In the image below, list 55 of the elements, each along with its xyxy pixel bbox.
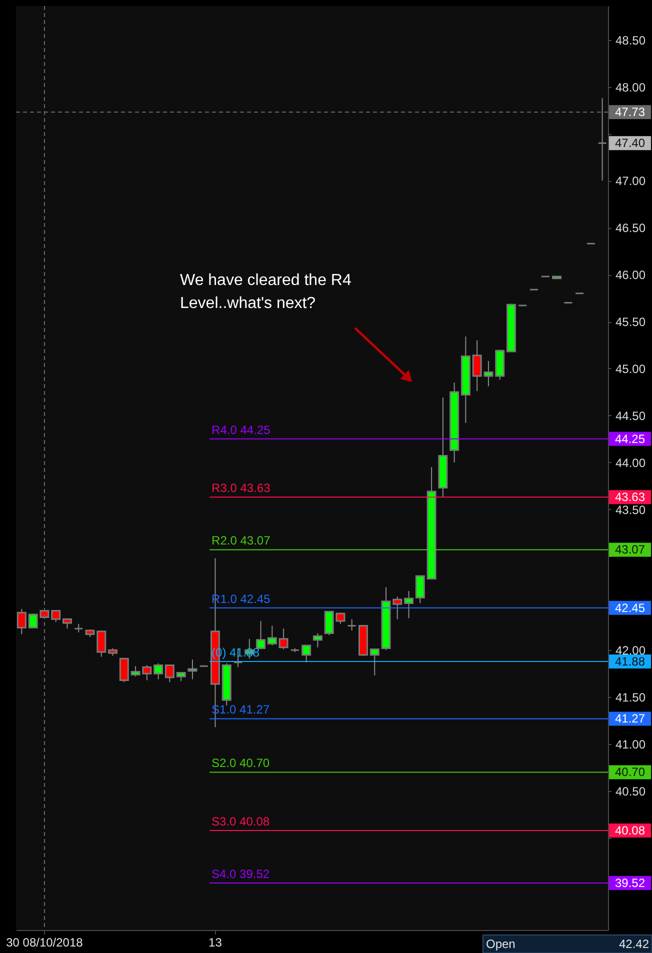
- ref-line-label: R3.0 43.63: [212, 481, 271, 496]
- annotation: 47.40: [614, 136, 646, 150]
- ref-line-label: R1.0 42.45: [212, 592, 271, 606]
- candlestick: [312, 632, 322, 648]
- y-tick-label: 40.50: [616, 784, 646, 799]
- annotation: 40.08: [614, 823, 646, 838]
- y-tick-label: 46.00: [616, 268, 646, 282]
- candlestick: [370, 648, 380, 676]
- y-tick-label: 41.50: [616, 690, 646, 705]
- candlestick: [256, 620, 266, 650]
- x-tick-label: 30 08/10/2018: [6, 936, 84, 950]
- candlestick: [96, 630, 106, 658]
- annotation: 42.45: [614, 600, 646, 615]
- ref-line-label: R2.0 43.07: [212, 534, 271, 548]
- candlestick: [16, 608, 26, 635]
- y-tick-label: 45.00: [616, 362, 646, 376]
- y-tick-label: 41.00: [616, 738, 646, 752]
- annotation: 39.52: [614, 876, 646, 890]
- ref-line-label: S4.0 39.52: [212, 867, 270, 882]
- annotation: 43.07: [614, 542, 646, 557]
- candlestick: [119, 658, 129, 683]
- text: 42.42: [618, 937, 650, 951]
- y-tick-label: 44.00: [616, 456, 646, 470]
- candlestick: [62, 618, 72, 630]
- candlestick: [164, 664, 174, 683]
- y-tick-label: 44.50: [616, 408, 646, 423]
- annotation: 44.25: [614, 432, 646, 446]
- x-tick-label: 13: [208, 936, 222, 950]
- candlestick: [267, 625, 277, 646]
- annotation: We have cleared the R4 Level..what's next?: [180, 272, 352, 312]
- candlestick: [598, 98, 608, 182]
- ref-line-label: S3.0 40.08: [212, 814, 270, 828]
- candlestick: [347, 618, 357, 631]
- ref-line-label: S2.0 40.70: [212, 756, 270, 770]
- y-tick-label: 45.50: [616, 315, 646, 330]
- candlestick: [404, 590, 414, 619]
- y-tick-label: 46.50: [616, 221, 646, 236]
- candlestick: [51, 610, 61, 622]
- candlestick: [188, 659, 198, 680]
- annotation: 47.73: [614, 105, 646, 120]
- y-tick-label: 48.50: [616, 33, 646, 48]
- annotation: 43.63: [614, 490, 646, 504]
- candlestick: [415, 575, 425, 604]
- y-tick-label: 48.00: [616, 80, 646, 94]
- candlestick: [278, 628, 288, 650]
- annotation: 41.27: [614, 712, 646, 726]
- annotation: 40.70: [614, 765, 646, 780]
- y-tick-label: 43.50: [616, 502, 646, 517]
- candlestick: [302, 644, 312, 663]
- candlestick: [392, 596, 402, 620]
- ref-line-label: R4.0 44.25: [212, 422, 271, 437]
- y-tick-label: 47.00: [616, 174, 646, 188]
- text: Open: [486, 937, 516, 951]
- ref-line-label: S1.0 41.27: [212, 702, 270, 717]
- candlestick: [154, 662, 164, 680]
